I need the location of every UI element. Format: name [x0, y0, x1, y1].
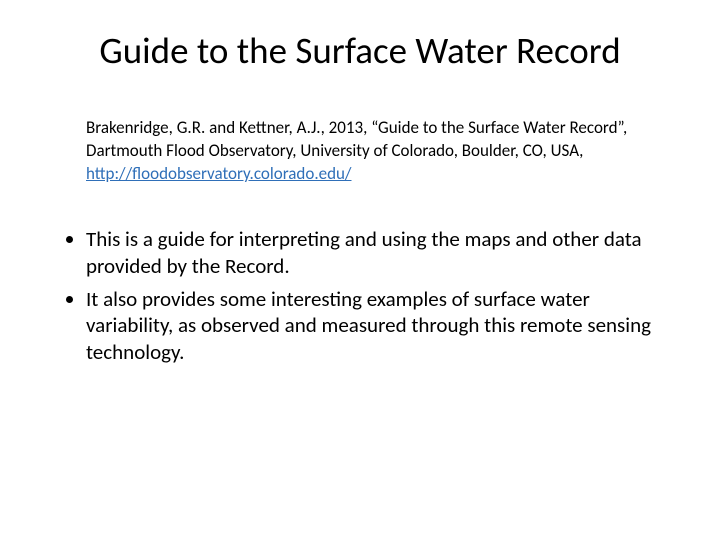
citation-link[interactable]: http://floodobservatory.colorado.edu/	[86, 163, 352, 184]
citation-text: Brakenridge, G.R. and Kettner, A.J., 201…	[86, 117, 627, 161]
slide: Guide to the Surface Water Record Braken…	[0, 0, 720, 540]
page-title: Guide to the Surface Water Record	[42, 28, 678, 73]
citation: Brakenridge, G.R. and Kettner, A.J., 201…	[42, 117, 678, 186]
list-item: It also provides some interesting exampl…	[86, 286, 662, 367]
bullet-list: This is a guide for interpreting and usi…	[42, 226, 678, 366]
list-item: This is a guide for interpreting and usi…	[86, 226, 662, 280]
